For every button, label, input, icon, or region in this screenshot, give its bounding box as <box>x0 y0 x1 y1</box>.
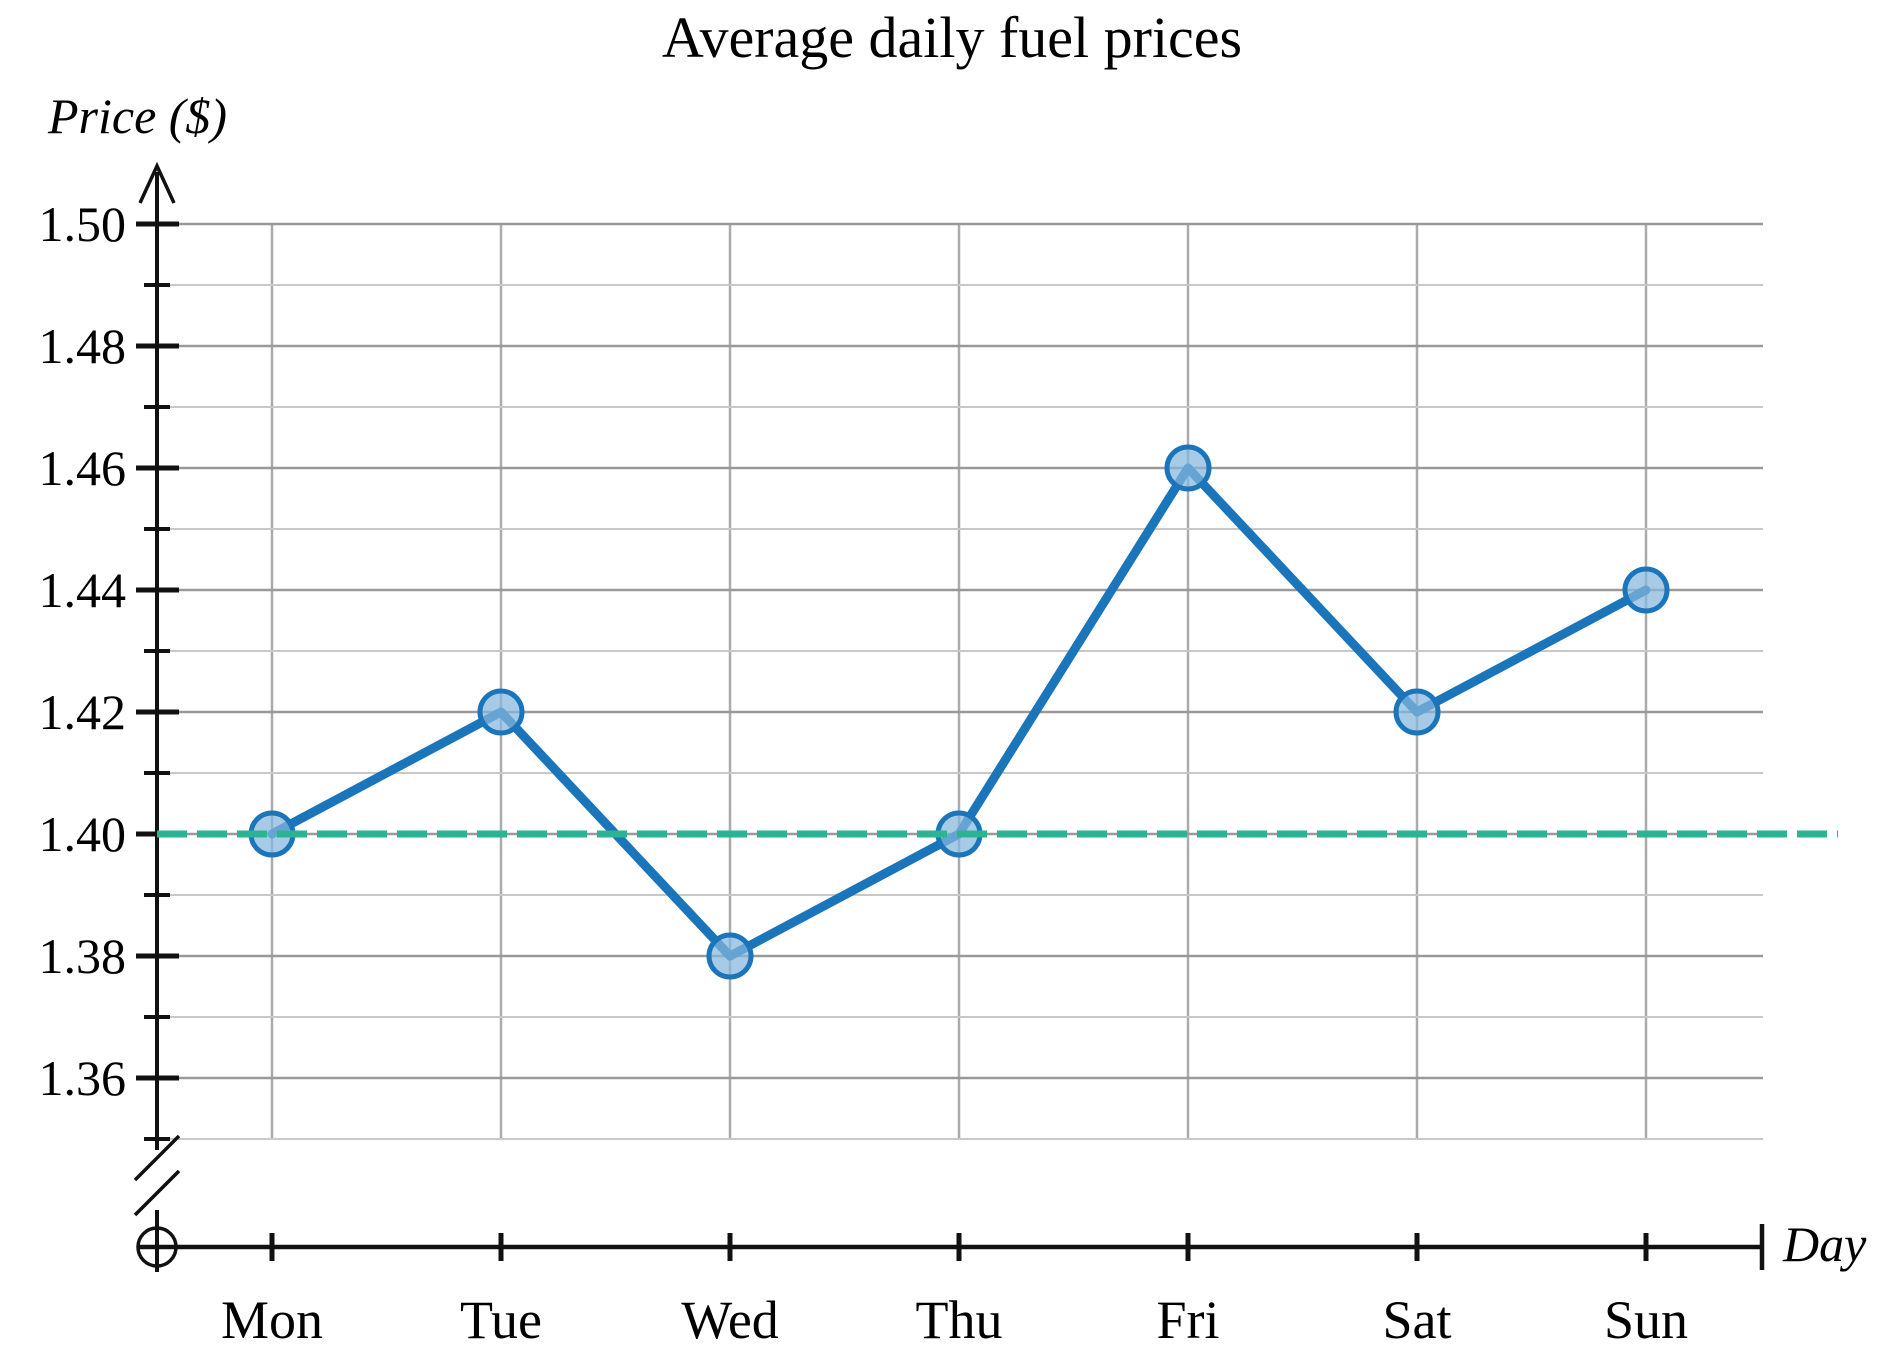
y-tick-label-1.38: 1.38 <box>39 928 127 984</box>
y-tick-label-1.48: 1.48 <box>39 318 127 374</box>
y-axis-arrowhead-icon <box>138 161 176 204</box>
y-tick-label-1.50: 1.50 <box>39 196 127 252</box>
data-point-fri <box>1164 444 1212 492</box>
axis-break-slash-2 <box>133 1169 181 1217</box>
chart-title: Average daily fuel prices <box>662 5 1242 70</box>
y-axis-label: Price ($) <box>47 88 227 144</box>
x-tick-label-tue: Tue <box>460 1290 542 1350</box>
x-axis-label: Day <box>1782 1216 1867 1272</box>
y-tick-label-1.36: 1.36 <box>39 1050 127 1106</box>
x-tick-label-fri: Fri <box>1156 1290 1219 1350</box>
axis-break-slash-1 <box>133 1134 181 1182</box>
data-point-sat <box>1393 688 1441 736</box>
x-tick-label-sun: Sun <box>1604 1290 1688 1350</box>
y-tick-label-1.42: 1.42 <box>39 684 127 740</box>
x-tick-labels: Mon Tue Wed Thu Fri Sat Sun <box>221 1290 1688 1350</box>
data-point-wed <box>706 932 754 980</box>
data-markers <box>248 444 1670 980</box>
x-tick-label-mon: Mon <box>221 1290 323 1350</box>
y-tick-labels: 1.50 1.48 1.46 1.44 1.42 1.40 1.38 1.36 <box>39 196 127 1106</box>
y-tick-label-1.44: 1.44 <box>39 562 127 618</box>
vertical-gridlines <box>270 224 1648 1139</box>
x-tick-label-sat: Sat <box>1382 1290 1451 1350</box>
data-point-sun <box>1622 566 1670 614</box>
axes <box>133 161 1765 1272</box>
y-tick-label-1.46: 1.46 <box>39 440 127 496</box>
data-point-tue <box>477 688 525 736</box>
x-tick-label-wed: Wed <box>681 1290 779 1350</box>
origin-circle-icon <box>136 1226 178 1268</box>
x-tick-label-thu: Thu <box>916 1290 1003 1350</box>
y-tick-label-1.40: 1.40 <box>39 806 127 862</box>
